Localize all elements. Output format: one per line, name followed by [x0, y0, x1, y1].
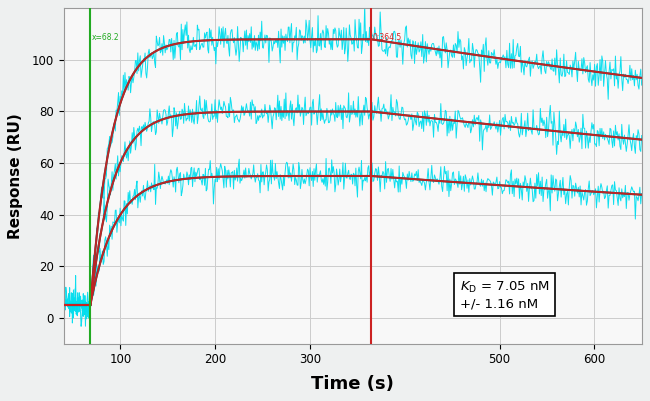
- Text: 0:364.5: 0:364.5: [372, 33, 402, 42]
- Y-axis label: Response (RU): Response (RU): [8, 113, 23, 239]
- X-axis label: Time (s): Time (s): [311, 375, 394, 393]
- Text: x=68.2: x=68.2: [92, 33, 120, 42]
- Text: $\mathit{K}_{\mathrm{D}}$ = 7.05 nM
+/- 1.16 nM: $\mathit{K}_{\mathrm{D}}$ = 7.05 nM +/- …: [460, 280, 549, 310]
